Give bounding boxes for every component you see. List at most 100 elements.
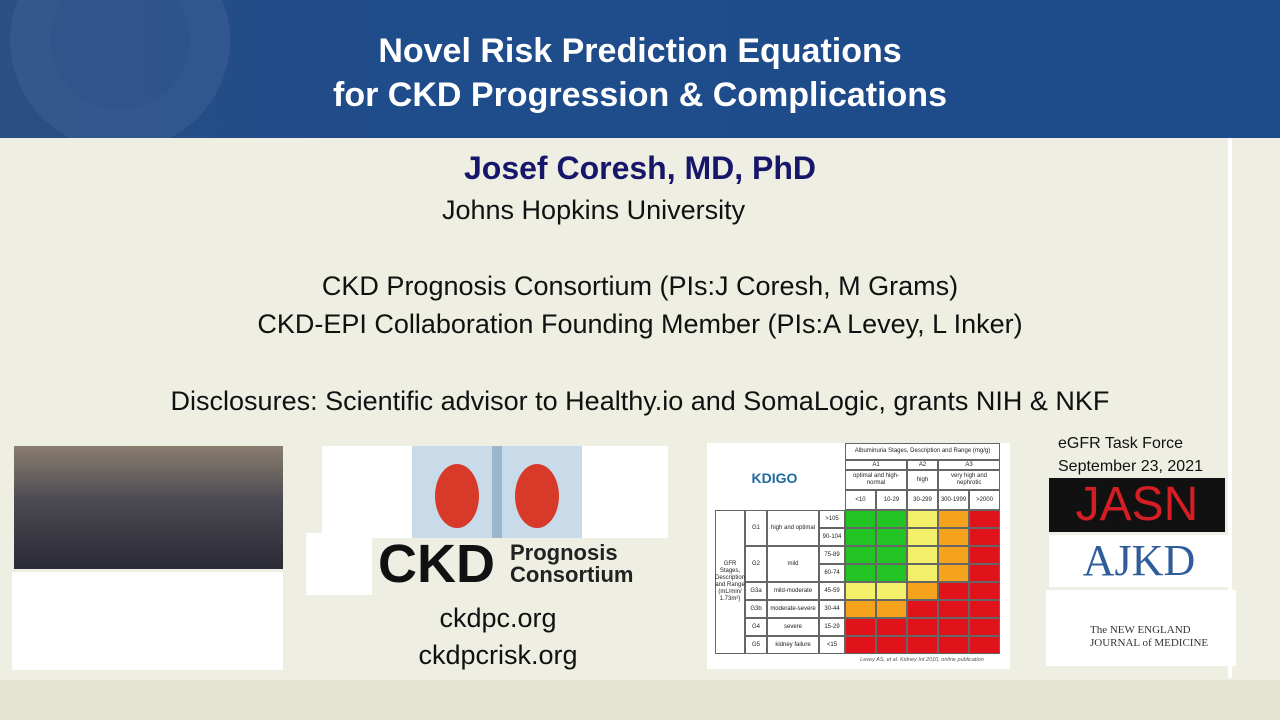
link[interactable]: ckdpcrisk.org [418, 640, 578, 670]
risk-cell [907, 600, 938, 618]
risk-cell [907, 528, 938, 546]
risk-cell [907, 546, 938, 564]
kdigo-logo: KDIGO [751, 469, 798, 486]
event-line: September 23, 2021 [1058, 458, 1203, 475]
header-emblem [10, 0, 230, 138]
kidney-image [322, 446, 668, 538]
gfr-label: GFR Stages, Description and Range (mL/mi… [715, 510, 745, 654]
risk-cell [845, 528, 876, 546]
logo-icon [306, 533, 372, 595]
risk-cell [845, 510, 876, 528]
risk-cell [845, 636, 876, 654]
gfr-stage: G1 [745, 510, 767, 546]
risk-cell [969, 600, 1000, 618]
footer-band [0, 680, 1280, 720]
stage-heading: A3 [938, 460, 1000, 470]
gfr-range: 45-59 [819, 582, 845, 600]
risk-cell [845, 582, 876, 600]
ckdpc-logo-sub: Consortium [510, 562, 634, 587]
risk-cell [938, 600, 969, 618]
stage-description: high [907, 470, 938, 490]
risk-cell [876, 636, 907, 654]
gfr-description: mild-moderate [767, 582, 819, 600]
risk-cell [845, 600, 876, 618]
risk-cell [845, 618, 876, 636]
gfr-stage: G3b [745, 600, 767, 618]
risk-cell [907, 636, 938, 654]
albuminuria-range: >2000 [969, 490, 1000, 510]
risk-cell [969, 636, 1000, 654]
jasn-logo: JASN [1049, 478, 1225, 532]
gfr-description: high and optimal [767, 510, 819, 546]
nejm-line: The NEW ENGLAND [1090, 624, 1191, 636]
gfr-range: 30-44 [819, 600, 845, 618]
header-band [0, 0, 1280, 138]
risk-cell [876, 528, 907, 546]
risk-cell [845, 564, 876, 582]
risk-cell [938, 546, 969, 564]
risk-cell [907, 510, 938, 528]
group-photo [14, 446, 283, 569]
risk-cell [845, 546, 876, 564]
gfr-stage: G2 [745, 546, 767, 582]
risk-cell [938, 528, 969, 546]
speaker-name: Josef Coresh, MD, PhD [463, 150, 817, 186]
risk-cell [938, 564, 969, 582]
stage-description: optimal and high-normal [845, 470, 907, 490]
gfr-range: 60-74 [819, 564, 845, 582]
blank-panel [12, 572, 283, 670]
ckdpc-logo-sub: Prognosis [510, 540, 618, 565]
risk-cell [969, 618, 1000, 636]
risk-cell [969, 546, 1000, 564]
risk-cell [969, 510, 1000, 528]
risk-cell [876, 510, 907, 528]
risk-cell [876, 546, 907, 564]
divider [1228, 138, 1232, 678]
event-line: eGFR Task Force [1058, 435, 1184, 452]
albuminuria-range: 10-29 [876, 490, 907, 510]
risk-cell [907, 582, 938, 600]
gfr-description: moderate-severe [767, 600, 819, 618]
risk-cell [876, 618, 907, 636]
ckdpc-logo: CKD [378, 534, 495, 594]
risk-cell [876, 564, 907, 582]
gfr-range: 90-104 [819, 528, 845, 546]
stage-description: very high and nephrotic [938, 470, 1000, 490]
nejm-line: JOURNAL of MEDICINE [1090, 637, 1209, 649]
title-line: for CKD Progression & Complications [333, 76, 947, 114]
risk-cell [938, 636, 969, 654]
gfr-description: mild [767, 546, 819, 582]
table-title: Albuminuria Stages, Description and Rang… [845, 443, 1000, 460]
risk-cell [969, 564, 1000, 582]
gfr-stage: G4 [745, 618, 767, 636]
risk-cell [938, 618, 969, 636]
table-caption: Levey AS, et al. Kidney Int 2010, online… [860, 657, 984, 663]
risk-cell [938, 510, 969, 528]
albuminuria-range: <10 [845, 490, 876, 510]
gfr-stage: G3a [745, 582, 767, 600]
risk-cell [907, 618, 938, 636]
risk-cell [876, 582, 907, 600]
risk-cell [969, 582, 1000, 600]
gfr-range: <15 [819, 636, 845, 654]
gfr-range: 75-89 [819, 546, 845, 564]
risk-cell [938, 582, 969, 600]
title-line: Novel Risk Prediction Equations [378, 32, 902, 70]
stage-heading: A1 [845, 460, 907, 470]
role: CKD-EPI Collaboration Founding Member (P… [257, 309, 1023, 339]
kdigo-table: KDIGO Albuminuria Stages, Description and… [707, 443, 1010, 669]
link[interactable]: ckdpc.org [439, 603, 557, 633]
albuminuria-range: 30-299 [907, 490, 938, 510]
disclosures: Disclosures: Scientific advisor to Healt… [170, 386, 1110, 416]
risk-cell [876, 600, 907, 618]
gfr-description: severe [767, 618, 819, 636]
ajkd-logo: AJKD [1049, 535, 1229, 587]
kidney-illustration [412, 446, 582, 538]
stage-heading: A2 [907, 460, 938, 470]
risk-cell [907, 564, 938, 582]
albuminuria-range: 300-1999 [938, 490, 969, 510]
role: CKD Prognosis Consortium (PIs:J Coresh, … [321, 271, 959, 301]
risk-cell [969, 528, 1000, 546]
gfr-range: 15-29 [819, 618, 845, 636]
